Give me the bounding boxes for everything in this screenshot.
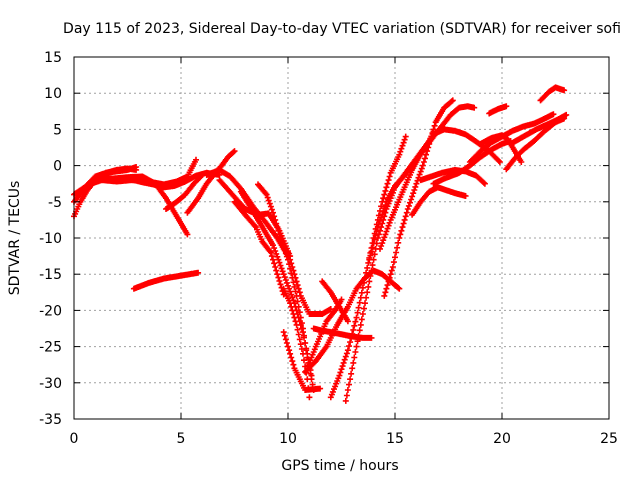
x-tick-label: 0 xyxy=(70,431,79,447)
y-tick-label: 0 xyxy=(53,159,62,175)
ticks: 0 5 10 15 20 25 -35 -30 -25 -20 -15 -10 -5 0 5 10 15 xyxy=(39,50,618,447)
series-markers xyxy=(163,174,204,212)
x-tick-label: 20 xyxy=(493,431,511,447)
series-markers xyxy=(285,249,334,317)
series-markers xyxy=(381,97,456,299)
series-arc-34 xyxy=(537,84,568,104)
y-tick-label: 15 xyxy=(44,50,62,66)
series-markers xyxy=(486,103,510,117)
series-arc-26 xyxy=(409,184,469,218)
series-markers xyxy=(280,285,313,401)
series-arc-14 xyxy=(280,285,313,401)
plot-points xyxy=(71,84,570,404)
x-tick-label: 10 xyxy=(279,431,297,447)
y-tick-label: -35 xyxy=(39,412,62,428)
y-tick-label: -10 xyxy=(39,231,62,247)
series-markers xyxy=(409,184,469,218)
series-arc-8 xyxy=(130,269,202,292)
x-axis-title: GPS time / hours xyxy=(281,458,398,474)
y-tick-label: -5 xyxy=(48,195,62,211)
series-arc-28 xyxy=(486,103,510,117)
series-markers xyxy=(537,84,568,104)
chart-title: Day 115 of 2023, Sidereal Day-to-day VTE… xyxy=(63,21,621,37)
series-arc-20 xyxy=(319,278,351,325)
y-axis-title: SDTVAR / TECUs xyxy=(7,181,23,296)
series-arc-24 xyxy=(377,128,437,252)
series-arc-33 xyxy=(507,111,570,147)
series-markers xyxy=(231,198,287,298)
series-markers xyxy=(130,269,202,292)
y-tick-label: 10 xyxy=(44,86,62,102)
series-markers xyxy=(507,111,570,147)
series-arc-6 xyxy=(163,174,204,212)
series-markers xyxy=(377,128,437,252)
y-tick-label: -30 xyxy=(39,376,62,392)
x-tick-label: 15 xyxy=(386,431,404,447)
series-arc-29 xyxy=(430,138,514,187)
series-arc-12 xyxy=(231,198,287,298)
series-markers xyxy=(430,138,514,187)
series-markers xyxy=(319,278,351,325)
series-arc-25 xyxy=(381,97,456,299)
x-tick-label: 25 xyxy=(600,431,618,447)
y-tick-label: 5 xyxy=(53,122,62,138)
x-tick-label: 5 xyxy=(177,431,186,447)
y-tick-label: -20 xyxy=(39,303,62,319)
series-arc-15 xyxy=(285,249,334,317)
series-arc-16 xyxy=(280,329,324,393)
y-tick-label: -25 xyxy=(39,340,62,356)
y-tick-label: -15 xyxy=(39,267,62,283)
series-markers xyxy=(280,329,324,393)
